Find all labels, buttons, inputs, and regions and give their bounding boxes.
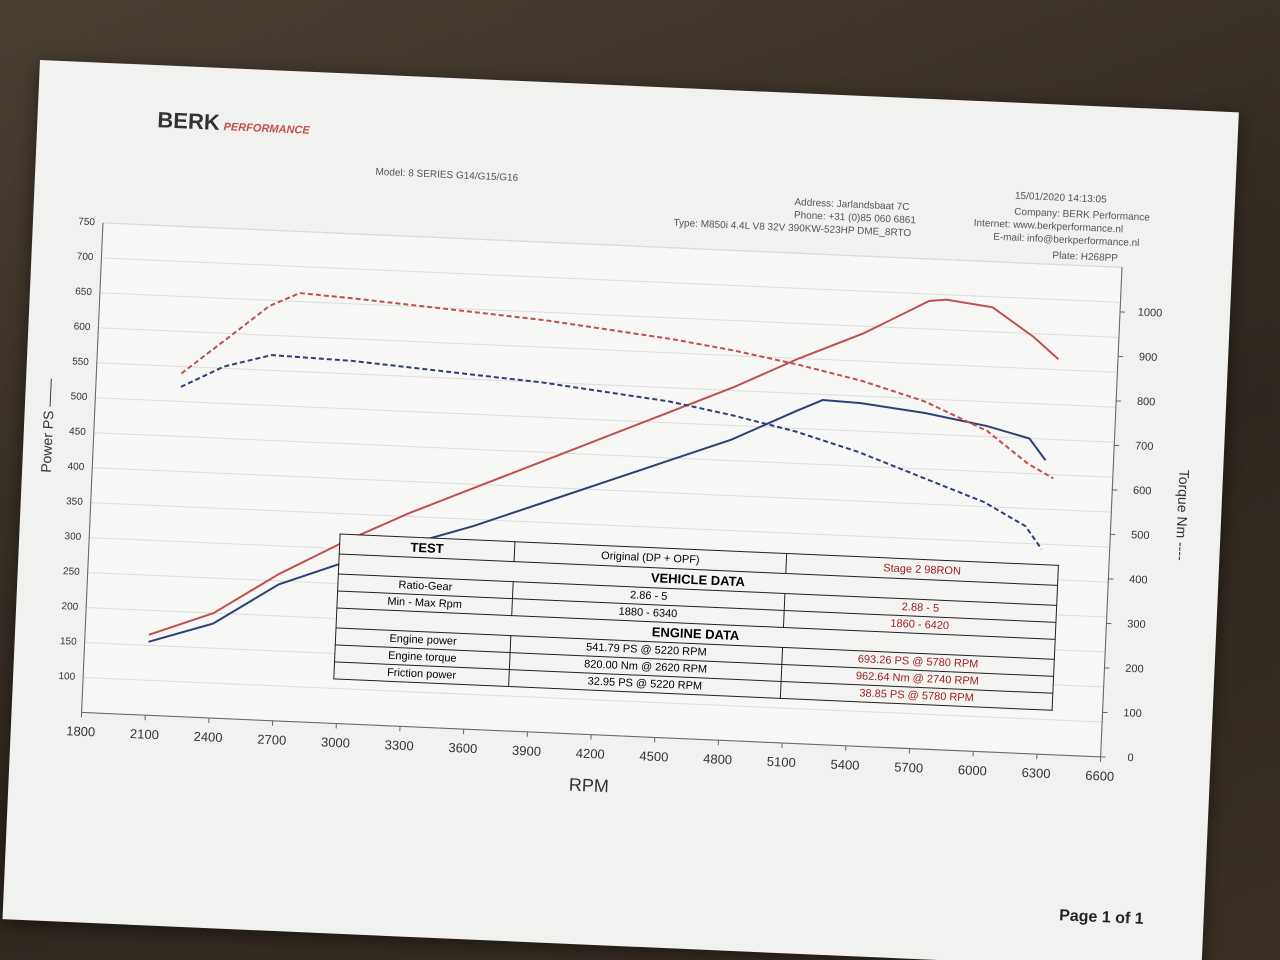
y2-tick-label: 600 xyxy=(1133,485,1152,498)
grid-line xyxy=(99,292,1119,338)
grid-line xyxy=(96,362,1116,408)
x-tick-label: 4200 xyxy=(575,745,605,761)
y-tick-label: 500 xyxy=(70,391,88,403)
y2-tick-label: 900 xyxy=(1139,351,1158,364)
y-axis xyxy=(81,222,104,713)
y-tick-label: 100 xyxy=(58,671,76,683)
page-number: Page 1 of 1 xyxy=(1058,907,1144,928)
y-tick-label: 550 xyxy=(72,356,90,368)
y2-axis xyxy=(1100,267,1123,757)
y-tick-label: 150 xyxy=(60,636,78,648)
x-axis-label: RPM xyxy=(568,775,609,797)
x-tick-label: 2400 xyxy=(193,729,223,745)
grid-line xyxy=(102,222,1123,268)
x-tick-label: 5100 xyxy=(767,754,797,770)
y-tick-label: 600 xyxy=(73,321,91,333)
x-tick-label: 6300 xyxy=(1021,765,1051,781)
series-line xyxy=(148,399,1047,643)
x-tick-label: 3000 xyxy=(321,734,351,750)
y2-tick-label: 800 xyxy=(1137,396,1156,409)
grid-line xyxy=(98,327,1118,373)
grid-line xyxy=(95,397,1115,443)
series-line xyxy=(180,292,1054,480)
series-line xyxy=(148,298,1060,636)
y2-axis-label: Torque Nm ---- xyxy=(1173,469,1193,561)
chart: 100 150 200 250 300 350 400 450 500 550 600 650 700 7… xyxy=(38,216,1193,797)
y-tick-label: 400 xyxy=(67,461,85,473)
y-tick-label: 450 xyxy=(69,426,87,438)
x-tick-label: 2700 xyxy=(257,732,287,748)
y2-tick-label: 1000 xyxy=(1138,307,1163,320)
y-tick-label: 750 xyxy=(78,216,96,228)
x-axis xyxy=(81,711,1101,758)
grid-line xyxy=(90,502,1110,548)
grid-line xyxy=(92,467,1112,513)
y2-tick-label: 300 xyxy=(1127,618,1146,631)
x-tick-label: 6600 xyxy=(1085,768,1115,784)
grid-line xyxy=(101,257,1121,303)
x-tick-label: 4800 xyxy=(703,751,733,767)
x-tick-label: 3600 xyxy=(448,740,478,756)
y-tick-label: 650 xyxy=(75,286,93,298)
y2-tick-label: 500 xyxy=(1131,529,1150,542)
x-tick-label: 5400 xyxy=(830,757,860,773)
y-tick-label: 300 xyxy=(64,531,82,543)
y2-tick-label: 400 xyxy=(1129,574,1148,587)
x-tick-label: 1800 xyxy=(66,723,96,739)
paper: BERK PERFORMANCE Model: 8 SERIES G14/G15/… xyxy=(2,60,1239,960)
y2-tick-label: 200 xyxy=(1125,663,1144,676)
y-axis-label: Power PS —— xyxy=(38,378,58,473)
grid-line xyxy=(93,432,1113,478)
y-tick-label: 200 xyxy=(61,601,79,613)
y2-tick-label: 0 xyxy=(1127,752,1134,764)
grid-line xyxy=(83,676,1103,723)
x-tick-label: 6000 xyxy=(958,762,988,778)
x-tick-label: 5700 xyxy=(894,759,924,775)
x-tick-label: 3300 xyxy=(384,737,414,753)
series-line xyxy=(180,354,1043,550)
x-tick-label: 4500 xyxy=(639,748,669,764)
y2-tick-label: 100 xyxy=(1123,707,1142,720)
y2-tick-label: 700 xyxy=(1135,440,1154,453)
y-tick-label: 350 xyxy=(66,496,84,508)
x-tick-label: 3900 xyxy=(512,743,542,759)
y-tick-label: 250 xyxy=(63,566,81,578)
x-tick-label: 2100 xyxy=(130,726,160,742)
y-tick-label: 700 xyxy=(77,251,95,263)
